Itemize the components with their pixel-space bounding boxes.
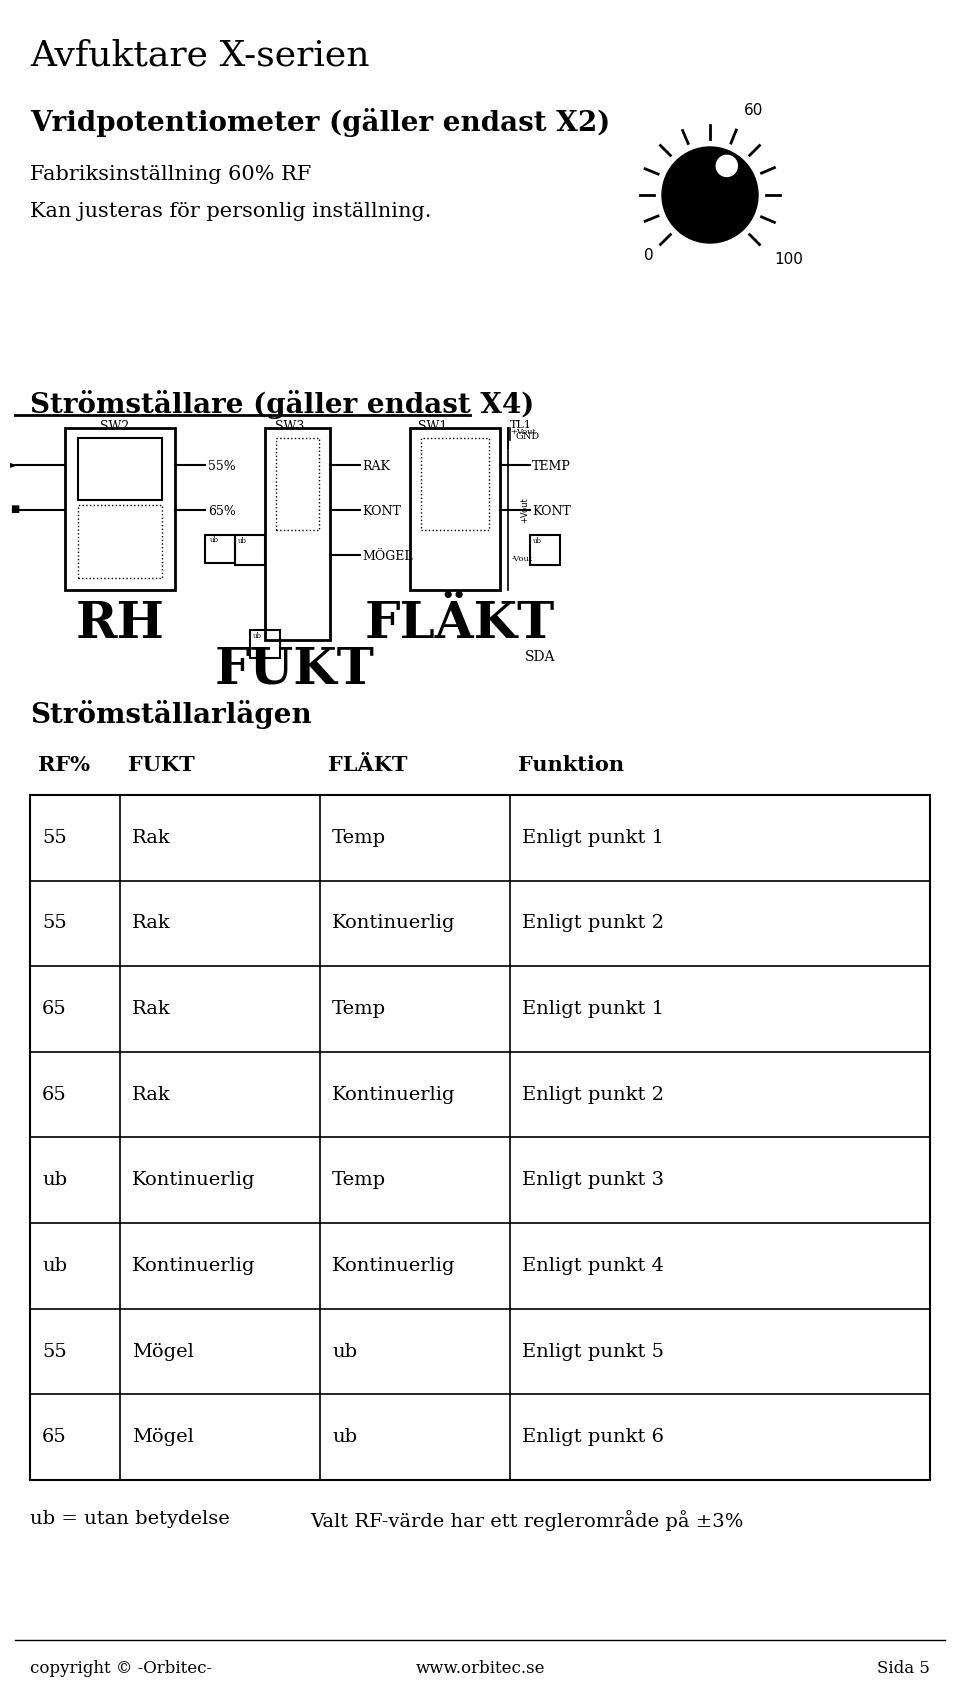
- Text: Avfuktare X-serien: Avfuktare X-serien: [30, 37, 370, 73]
- Text: +Vout: +Vout: [510, 429, 536, 435]
- Bar: [78, 439, 162, 500]
- Bar: [530, 535, 560, 566]
- Text: Enligt punkt 4: Enligt punkt 4: [522, 1257, 664, 1276]
- Text: Enligt punkt 2: Enligt punkt 2: [522, 915, 664, 932]
- Bar: [65, 429, 175, 590]
- Text: SW3: SW3: [275, 420, 304, 434]
- Text: 100: 100: [775, 252, 804, 268]
- Text: Kontinuerlig: Kontinuerlig: [132, 1171, 255, 1189]
- Text: Strömställare (gäller endast X4): Strömställare (gäller endast X4): [30, 390, 535, 418]
- Circle shape: [662, 147, 758, 242]
- Text: KONT: KONT: [532, 505, 571, 518]
- Text: FUKT: FUKT: [128, 756, 195, 774]
- Text: Kontinuerlig: Kontinuerlig: [132, 1257, 255, 1276]
- Text: GND: GND: [515, 432, 540, 440]
- Text: Rak: Rak: [132, 1086, 171, 1104]
- Text: Enligt punkt 3: Enligt punkt 3: [522, 1171, 664, 1189]
- Text: 60: 60: [744, 103, 763, 119]
- Text: Temp: Temp: [332, 1171, 386, 1189]
- Text: ■: ■: [10, 505, 19, 513]
- Text: Temp: Temp: [332, 828, 386, 847]
- Text: Kan justeras för personlig inställning.: Kan justeras för personlig inställning.: [30, 202, 431, 220]
- Text: 55: 55: [42, 915, 67, 932]
- Text: ►: ►: [10, 461, 17, 469]
- Bar: [265, 429, 330, 640]
- Text: Strömställarlägen: Strömställarlägen: [30, 700, 312, 728]
- Bar: [276, 439, 319, 530]
- Bar: [78, 505, 162, 578]
- Text: 55: 55: [42, 828, 67, 847]
- Text: KONT: KONT: [362, 505, 401, 518]
- Text: ub: ub: [42, 1171, 67, 1189]
- Text: Rak: Rak: [132, 828, 171, 847]
- Text: 0: 0: [644, 249, 654, 263]
- Text: RAK: RAK: [362, 461, 390, 473]
- Text: Rak: Rak: [132, 999, 171, 1018]
- Text: Sida 5: Sida 5: [877, 1660, 930, 1677]
- Text: Mögel: Mögel: [132, 1428, 194, 1447]
- Text: Kontinuerlig: Kontinuerlig: [332, 1257, 455, 1276]
- Text: Enligt punkt 6: Enligt punkt 6: [522, 1428, 664, 1447]
- Text: ub: ub: [533, 537, 542, 545]
- Text: Temp: Temp: [332, 999, 386, 1018]
- Text: ub: ub: [210, 535, 219, 544]
- Bar: [421, 439, 489, 530]
- Text: 65%: 65%: [208, 505, 236, 518]
- Bar: [250, 630, 280, 657]
- Text: MÖGEL: MÖGEL: [362, 551, 413, 562]
- Text: RF%: RF%: [38, 756, 90, 774]
- Bar: [205, 535, 235, 562]
- Circle shape: [716, 156, 737, 176]
- Text: 65: 65: [42, 1428, 67, 1447]
- Text: SDA: SDA: [525, 650, 556, 664]
- Text: Enligt punkt 2: Enligt punkt 2: [522, 1086, 664, 1104]
- Text: SW1: SW1: [418, 420, 447, 434]
- Text: Enligt punkt 1: Enligt punkt 1: [522, 999, 664, 1018]
- Text: Fabriksinställning 60% RF: Fabriksinställning 60% RF: [30, 164, 311, 185]
- Text: ub = utan betydelse: ub = utan betydelse: [30, 1509, 229, 1528]
- Text: Enligt punkt 1: Enligt punkt 1: [522, 828, 664, 847]
- Text: FLÄKT: FLÄKT: [328, 756, 407, 774]
- Text: www.orbitec.se: www.orbitec.se: [416, 1660, 544, 1677]
- Text: Mögel: Mögel: [132, 1343, 194, 1360]
- Text: Vridpotentiometer (gäller endast X2): Vridpotentiometer (gäller endast X2): [30, 108, 611, 137]
- Text: ub: ub: [42, 1257, 67, 1276]
- Text: ub: ub: [332, 1343, 357, 1360]
- Text: Rak: Rak: [132, 915, 171, 932]
- Text: RH: RH: [76, 600, 164, 649]
- Text: Kontinuerlig: Kontinuerlig: [332, 915, 455, 932]
- Text: TEMP: TEMP: [532, 461, 571, 473]
- Text: 55%: 55%: [208, 461, 236, 473]
- Text: Valt RF-värde har ett reglerområde på ±3%: Valt RF-värde har ett reglerområde på ±3…: [310, 1509, 743, 1531]
- Bar: [235, 535, 265, 566]
- Text: Enligt punkt 5: Enligt punkt 5: [522, 1343, 664, 1360]
- Text: -Vout: -Vout: [512, 556, 533, 562]
- Text: +Vout: +Vout: [520, 496, 529, 523]
- Text: TL1: TL1: [510, 420, 532, 430]
- Text: FLÄKT: FLÄKT: [365, 600, 555, 649]
- Text: Kontinuerlig: Kontinuerlig: [332, 1086, 455, 1104]
- Text: ub: ub: [238, 537, 247, 545]
- Text: SW2: SW2: [100, 420, 130, 434]
- Text: 65: 65: [42, 999, 67, 1018]
- Text: FUKT: FUKT: [215, 645, 375, 695]
- Text: ub: ub: [332, 1428, 357, 1447]
- Text: Funktion: Funktion: [518, 756, 624, 774]
- Bar: [410, 429, 500, 590]
- Text: 55: 55: [42, 1343, 67, 1360]
- Text: ub: ub: [253, 632, 262, 640]
- Text: 65: 65: [42, 1086, 67, 1104]
- Bar: [30, 794, 930, 1481]
- Text: copyright © -Orbitec-: copyright © -Orbitec-: [30, 1660, 212, 1677]
